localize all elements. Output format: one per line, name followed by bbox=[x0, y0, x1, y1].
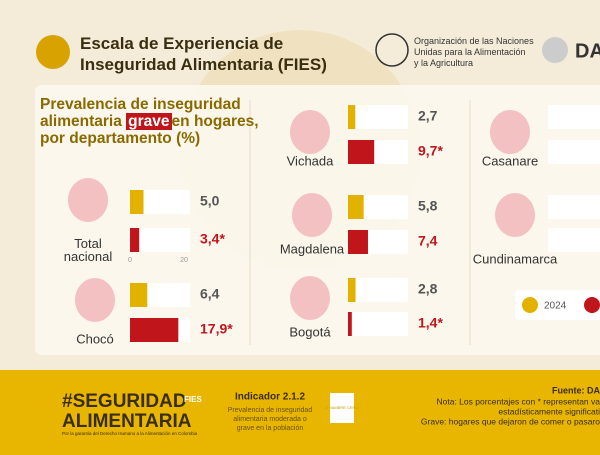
department-name: Magdalena bbox=[280, 241, 345, 256]
note: estadísticamente significati bbox=[498, 406, 600, 416]
bar-box bbox=[548, 228, 600, 252]
department-name: Chocó bbox=[76, 331, 114, 346]
map bbox=[490, 110, 530, 154]
name-line: nacional bbox=[64, 249, 113, 264]
title-highlight: grave bbox=[126, 113, 172, 130]
header-title-line: Escala de Experiencia de bbox=[80, 34, 284, 53]
brand-tag: FIES bbox=[184, 395, 202, 404]
x-tick-label: 20 bbox=[180, 257, 188, 264]
value-label: 2,8 bbox=[418, 281, 438, 297]
value-label: 6,4 bbox=[200, 286, 220, 302]
source: Fuente: DA bbox=[552, 385, 600, 395]
note: Nota: Los porcentajes con * representan … bbox=[437, 396, 600, 406]
bar bbox=[130, 318, 179, 342]
department-name: Vichada bbox=[287, 153, 335, 168]
indicator-desc: alimentaria moderada o bbox=[233, 416, 307, 423]
footer bbox=[0, 370, 600, 455]
legend-swatch bbox=[522, 297, 538, 313]
title-part: en hogares, por departamento (%) bbox=[40, 113, 259, 147]
org-name: Organización de las Naciones Unidas para … bbox=[414, 36, 534, 69]
logo-text: DA bbox=[575, 40, 600, 62]
bar-box bbox=[348, 105, 408, 129]
brand: ALIMENTARIA bbox=[62, 411, 192, 432]
department-name: Cundinamarca bbox=[473, 251, 558, 266]
value-label: 5,8 bbox=[418, 198, 438, 214]
indicator: Indicador 2.1.2 bbox=[235, 392, 305, 403]
value-label: 2,7 bbox=[418, 108, 438, 124]
indicator-desc: Prevalencia de inseguridad bbox=[228, 407, 313, 414]
bar bbox=[348, 278, 356, 302]
value-label: 9,7* bbox=[418, 143, 443, 159]
department-name: Bogotá bbox=[289, 324, 331, 339]
title-part: Prevalencia de inseguridad alimentaria bbox=[40, 96, 241, 130]
bar bbox=[348, 140, 375, 164]
note: Grave: hogares que dejaron de comer o pa… bbox=[421, 416, 600, 426]
shield-logo bbox=[542, 37, 568, 63]
brand-sub: Por la garantía del Derecho Humano a la … bbox=[62, 431, 198, 436]
logo bbox=[36, 35, 70, 69]
legend-label: 2024 bbox=[544, 301, 567, 312]
bar bbox=[348, 105, 356, 129]
name-line: Total bbox=[74, 236, 102, 251]
org-line: Organización de las Naciones bbox=[414, 36, 534, 46]
fao-logo bbox=[375, 33, 409, 67]
sdg-icon bbox=[330, 393, 354, 423]
header-title: Escala de Experiencia de Inseguridad Alim… bbox=[80, 33, 327, 75]
org-line: Unidas para la Alimentación bbox=[414, 47, 526, 57]
department-name: Total nacional bbox=[64, 236, 113, 264]
map bbox=[75, 278, 115, 322]
value-label: 7,4 bbox=[418, 233, 438, 249]
map bbox=[292, 193, 332, 237]
bar-box bbox=[130, 228, 190, 252]
value-label: 5,0 bbox=[200, 193, 220, 209]
chart-title: Prevalencia de inseguridad alimentaria g… bbox=[40, 96, 280, 147]
bar-box bbox=[348, 278, 408, 302]
indicator-desc: grave en la población bbox=[237, 425, 304, 432]
map bbox=[290, 110, 330, 154]
bar bbox=[130, 228, 140, 252]
legend-box bbox=[515, 290, 600, 320]
bar-box bbox=[548, 105, 600, 129]
bar-box bbox=[348, 312, 408, 336]
bar-box bbox=[548, 140, 600, 164]
bar bbox=[348, 312, 352, 336]
bar bbox=[130, 283, 148, 307]
map bbox=[290, 276, 330, 320]
value-label: 3,4* bbox=[200, 231, 225, 247]
sdg-text: 2 HAMBRE CERO bbox=[325, 405, 358, 410]
bar bbox=[348, 195, 364, 219]
value-label: 1,4* bbox=[418, 315, 443, 331]
x-tick-label: 0 bbox=[128, 257, 132, 264]
map bbox=[495, 193, 535, 237]
bar bbox=[348, 230, 368, 254]
bar-box bbox=[548, 195, 600, 219]
brand: #SEGURIDAD bbox=[62, 391, 187, 412]
legend-swatch bbox=[584, 297, 600, 313]
header-title-line: Inseguridad Alimentaria (FIES) bbox=[80, 55, 327, 74]
department-name: Casanare bbox=[482, 153, 538, 168]
org-line: y la Agricultura bbox=[414, 58, 474, 68]
map bbox=[68, 178, 108, 222]
value-label: 17,9* bbox=[200, 321, 233, 337]
bar bbox=[130, 190, 144, 214]
